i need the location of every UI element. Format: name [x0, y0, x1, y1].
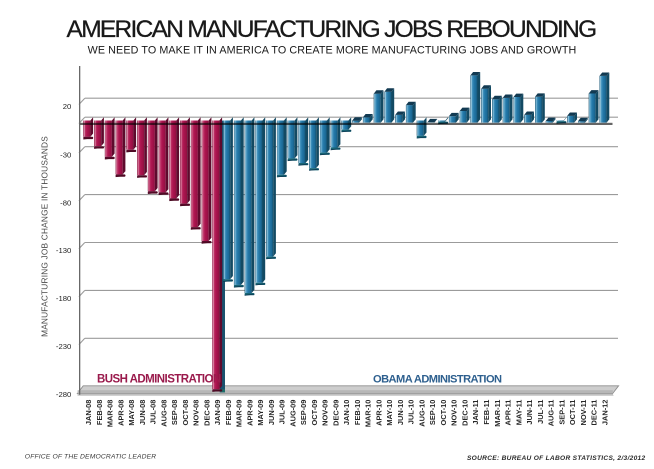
svg-text:MAY-11: MAY-11 [514, 400, 523, 426]
svg-text:JAN-11: JAN-11 [471, 400, 480, 425]
svg-text:APR-10: APR-10 [375, 400, 384, 426]
svg-text:MAR-08: MAR-08 [106, 400, 115, 428]
svg-text:DEC-09: DEC-09 [331, 400, 340, 426]
svg-text:JAN-09: JAN-09 [213, 400, 222, 425]
svg-text:JUN-11: JUN-11 [525, 400, 534, 425]
svg-text:WE NEED TO MAKE IT IN AMERICA: WE NEED TO MAKE IT IN AMERICA TO CREATE … [88, 44, 577, 56]
svg-text:JUL-08: JUL-08 [149, 400, 158, 425]
svg-text:BUSH ADMINISTRATION: BUSH ADMINISTRATION [97, 373, 221, 385]
svg-text:NOV-09: NOV-09 [321, 400, 330, 426]
svg-text:-30: -30 [60, 150, 71, 159]
svg-text:AMERICAN MANUFACTURING JOBS RE: AMERICAN MANUFACTURING JOBS REBOUNDING [67, 16, 597, 43]
svg-text:OCT-08: OCT-08 [181, 400, 190, 426]
svg-text:APR-08: APR-08 [116, 400, 125, 426]
svg-text:SEP-09: SEP-09 [299, 400, 308, 425]
svg-text:JUL-09: JUL-09 [278, 400, 287, 425]
svg-text:JUN-10: JUN-10 [396, 400, 405, 425]
svg-text:-80: -80 [60, 198, 71, 207]
svg-text:OFFICE OF THE DEMOCRATIC LEADE: OFFICE OF THE DEMOCRATIC LEADER [25, 454, 157, 461]
svg-text:JUL-10: JUL-10 [407, 400, 416, 425]
svg-text:JAN-10: JAN-10 [342, 400, 351, 425]
svg-text:AUG-08: AUG-08 [159, 400, 168, 427]
svg-text:MAY-09: MAY-09 [256, 400, 265, 426]
svg-text:MAY-08: MAY-08 [127, 400, 136, 426]
svg-text:MAR-09: MAR-09 [235, 400, 244, 428]
svg-text:-130: -130 [56, 246, 71, 255]
svg-text:JAN-08: JAN-08 [84, 400, 93, 425]
svg-text:AUG-09: AUG-09 [288, 400, 297, 427]
svg-text:AUG-10: AUG-10 [418, 400, 427, 427]
svg-text:-230: -230 [56, 342, 71, 351]
svg-text:DEC-08: DEC-08 [202, 400, 211, 426]
svg-text:MANUFACTURING JOB CHANGE IN TH: MANUFACTURING JOB CHANGE IN THOUSANDS [40, 136, 50, 337]
svg-text:FEB-11: FEB-11 [482, 400, 491, 425]
svg-text:MAR-11: MAR-11 [493, 400, 502, 427]
svg-text:-180: -180 [56, 294, 71, 303]
svg-text:SOURCE: BUREAU OF LABOR STATIS: SOURCE: BUREAU OF LABOR STATISTICS, 2/3/… [467, 455, 646, 462]
svg-text:NOV-08: NOV-08 [192, 400, 201, 426]
svg-text:OBAMA ADMINISTRATION: OBAMA ADMINISTRATION [373, 373, 502, 385]
svg-text:FEB-09: FEB-09 [224, 400, 233, 425]
svg-text:DEC-11: DEC-11 [590, 400, 599, 426]
svg-text:OCT-09: OCT-09 [310, 400, 319, 426]
svg-text:JUL-11: JUL-11 [536, 400, 545, 424]
svg-text:SEP-11: SEP-11 [557, 400, 566, 425]
svg-text:MAR-10: MAR-10 [364, 400, 373, 428]
svg-text:DEC-10: DEC-10 [461, 400, 470, 426]
svg-text:SEP-08: SEP-08 [170, 400, 179, 425]
svg-text:JAN-12: JAN-12 [600, 400, 609, 425]
svg-text:SEP-10: SEP-10 [428, 400, 437, 425]
svg-text:AUG-11: AUG-11 [547, 400, 556, 427]
svg-text:APR-11: APR-11 [504, 400, 513, 426]
svg-text:MAY-10: MAY-10 [385, 400, 394, 426]
svg-text:NOV-11: NOV-11 [579, 400, 588, 426]
svg-text:JUN-09: JUN-09 [267, 400, 276, 425]
svg-text:FEB-10: FEB-10 [353, 400, 362, 425]
svg-text:NOV-10: NOV-10 [450, 400, 459, 426]
svg-text:APR-09: APR-09 [245, 400, 254, 426]
svg-text:20: 20 [63, 102, 72, 111]
svg-text:JUN-08: JUN-08 [138, 400, 147, 425]
svg-text:OCT-11: OCT-11 [568, 400, 577, 425]
svg-text:-280: -280 [56, 390, 71, 399]
svg-text:FEB-08: FEB-08 [95, 400, 104, 425]
svg-text:OCT-10: OCT-10 [439, 400, 448, 426]
